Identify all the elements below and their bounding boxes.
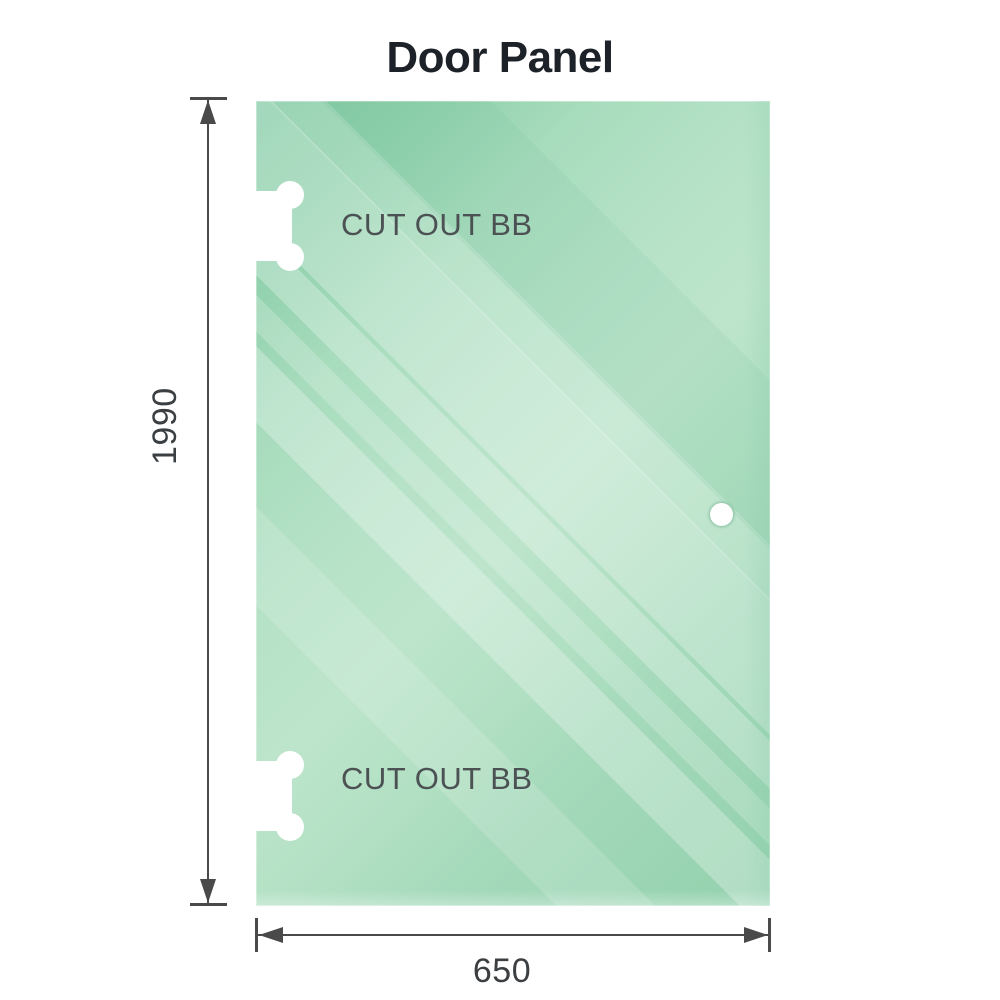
cutout-lobe-top (276, 181, 304, 209)
cutout-lobe-bottom (276, 243, 304, 271)
extension-line-right (768, 918, 771, 952)
arrow-down-icon (200, 879, 216, 903)
arrow-right-icon (744, 927, 768, 943)
handle-hole-icon (710, 503, 733, 526)
cutout-top (256, 181, 304, 271)
page-title: Door Panel (386, 33, 614, 82)
height-dimension-label: 1990 (146, 387, 184, 465)
extension-line-left (255, 918, 258, 952)
cutout-label-top: CUT OUT BB (341, 207, 533, 242)
panel-bottom-edge-shading (256, 890, 770, 906)
extension-line-top (190, 97, 227, 100)
width-dimension-label: 650 (0, 952, 1000, 991)
width-dimension-value: 650 (472, 952, 532, 990)
horizontal-dimension-line (257, 934, 769, 936)
panel-right-edge-shading (744, 101, 770, 906)
cutout-label-bottom: CUT OUT BB (341, 761, 533, 796)
vertical-dimension-line (207, 99, 209, 905)
cutout-bottom (256, 751, 304, 841)
arrow-left-icon (259, 927, 283, 943)
arrow-up-icon (200, 100, 216, 124)
cutout-lobe-bottom (276, 813, 304, 841)
cutout-lobe-top (276, 751, 304, 779)
